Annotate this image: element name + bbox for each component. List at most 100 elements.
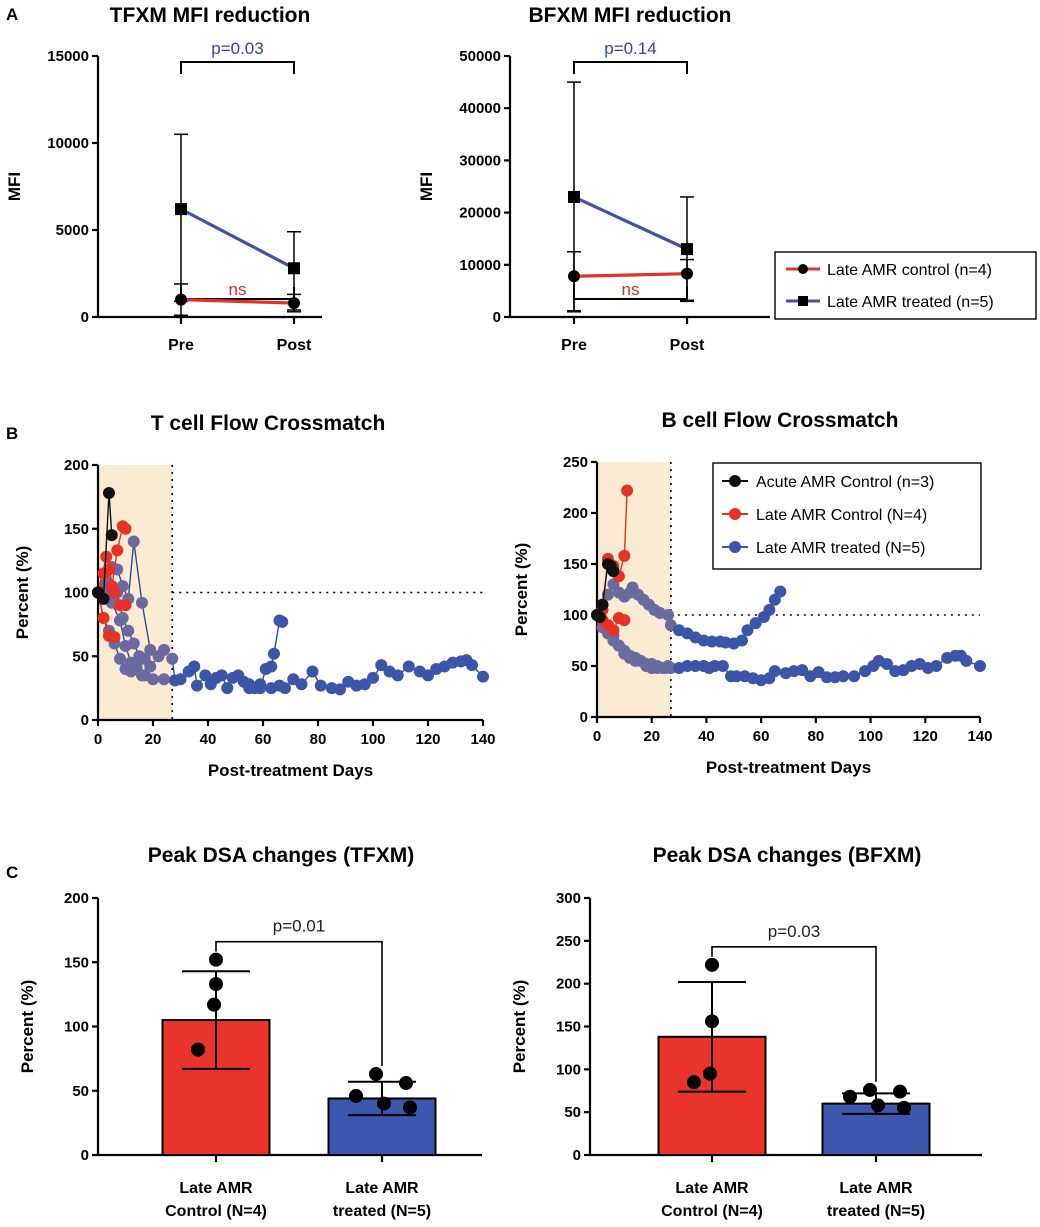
y-tick-label: 50	[72, 1083, 89, 1100]
chart-title: TFXM MFI reduction	[110, 4, 311, 27]
data-point	[403, 1100, 417, 1115]
y-tick-label: 100	[563, 607, 588, 624]
y-tick-label: 150	[64, 521, 89, 538]
chart-t-cell-crossmatch: T cell Flow Crossmatch050100150200Percen…	[13, 412, 496, 780]
chart-bfxm-mfi: BFXM MFI reduction 0 10000 20000 30000 40000 5…	[417, 4, 770, 354]
y-tick-label: 300	[556, 890, 581, 907]
legend-panel-b: Acute AMR Control (n=3) Late AMR Control …	[712, 462, 982, 570]
legend-label: Late AMR treated (n=5)	[827, 294, 994, 311]
data-point	[377, 1096, 391, 1111]
legend-label: Late AMR control (n=4)	[827, 262, 992, 279]
legend-marker-circle	[729, 475, 741, 487]
data-point-treated	[716, 660, 729, 672]
data-point-treated	[960, 654, 973, 667]
data-point-treated	[144, 643, 157, 656]
significance-bracket-top	[573, 61, 688, 74]
data-point-treated	[122, 624, 135, 637]
y-axis-label: MFI	[417, 172, 436, 201]
x-tick-label: 20	[643, 728, 660, 745]
data-point-treated	[664, 662, 677, 675]
y-axis-label: Percent (%)	[13, 546, 32, 640]
data-point	[349, 1088, 363, 1103]
y-tick-label: 150	[556, 1019, 581, 1036]
x-tick-label: 120	[415, 731, 440, 748]
data-point-treated	[295, 678, 308, 691]
data-point-treated	[243, 682, 256, 695]
data-point-treated	[276, 615, 289, 628]
data-point-treated	[681, 243, 693, 256]
data-point	[893, 1084, 907, 1099]
y-tick-label: 0	[81, 712, 89, 729]
x-axis-label: Post-treatment Days	[208, 761, 373, 780]
data-point-treated	[730, 670, 743, 683]
panel-letter-a: A	[6, 5, 18, 24]
panel-letter-b: B	[6, 424, 18, 443]
legend-marker-square	[798, 296, 808, 306]
data-point-treated	[136, 596, 148, 609]
legend-marker-circle	[798, 264, 808, 274]
y-axis-label: Percent (%)	[510, 980, 529, 1074]
x-category-label-line2: treated (N=5)	[333, 1203, 431, 1220]
data-point-treated	[199, 669, 212, 682]
data-point-control	[621, 484, 634, 497]
chart-title: Peak DSA changes (BFXM)	[653, 844, 922, 867]
data-point-treated	[477, 670, 489, 683]
series-line-control	[573, 272, 688, 278]
data-point-treated	[837, 670, 850, 683]
data-point-treated	[391, 669, 404, 682]
y-tick-label: 15000	[47, 48, 89, 65]
data-point-control	[568, 270, 580, 283]
chart-title: BFXM MFI reduction	[529, 4, 732, 27]
data-point-acute	[593, 611, 606, 624]
y-tick-label: 50000	[459, 48, 501, 65]
y-tick-label: 200	[64, 890, 89, 907]
data-point-treated	[166, 652, 179, 665]
y-tick-label: 30000	[459, 152, 501, 169]
data-point-treated	[174, 673, 187, 686]
x-category-label-line1: Late AMR	[839, 1180, 913, 1197]
data-point-treated	[768, 665, 781, 678]
chart-title: T cell Flow Crossmatch	[151, 412, 386, 435]
data-point-treated	[375, 659, 388, 672]
data-point	[843, 1089, 857, 1104]
data-point-treated	[358, 678, 371, 691]
data-point	[705, 1014, 719, 1029]
y-tick-label: 50	[571, 658, 588, 675]
y-tick-label: 0	[81, 309, 89, 326]
data-point	[871, 1098, 885, 1113]
data-point-treated	[796, 664, 809, 677]
y-tick-label: 10000	[459, 257, 501, 274]
legend-box	[712, 462, 982, 570]
data-point	[207, 997, 221, 1012]
p-value-label: p=0.03	[768, 922, 820, 941]
data-point-control	[97, 612, 110, 624]
chart-title: Peak DSA changes (TFXM)	[148, 844, 414, 867]
data-point-treated	[221, 682, 234, 695]
data-point-treated	[144, 660, 157, 673]
legend-label: Late AMR treated (N=5)	[756, 540, 925, 557]
x-tick-label: 100	[360, 731, 385, 748]
data-point-treated	[175, 203, 187, 216]
data-point-treated	[147, 673, 159, 686]
data-point-treated	[662, 609, 675, 621]
legend-label: Late AMR Control (N=4)	[756, 507, 927, 524]
data-point-treated	[288, 262, 300, 275]
data-point-acute	[607, 565, 620, 578]
x-tick-label: 60	[255, 731, 272, 748]
data-point-control	[681, 267, 693, 280]
data-point-treated	[306, 665, 319, 678]
legend-box	[774, 251, 1037, 320]
data-point	[191, 1042, 205, 1057]
y-tick-label: 10000	[47, 135, 89, 152]
p-value-label: p=0.01	[273, 917, 325, 936]
x-category-label: Pre	[561, 337, 587, 354]
data-point-acute	[103, 487, 115, 500]
ns-label: ns	[622, 280, 640, 299]
y-tick-label: 5000	[56, 222, 89, 239]
y-tick-label: 100	[64, 585, 89, 602]
data-point-acute	[105, 529, 118, 542]
y-tick-label: 200	[563, 505, 588, 522]
data-point-control	[103, 563, 115, 576]
data-point-treated	[158, 643, 170, 656]
